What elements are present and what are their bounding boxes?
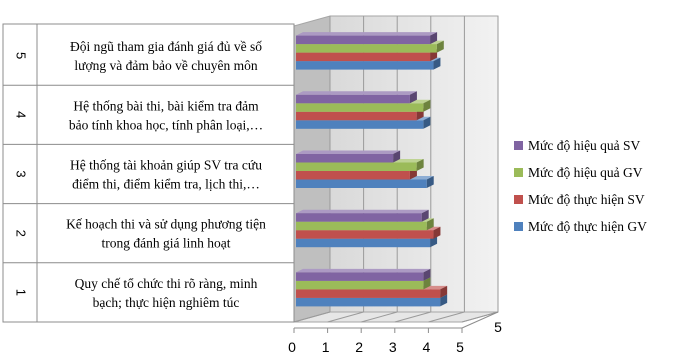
bar-end	[430, 32, 438, 45]
category-index: 2	[14, 230, 29, 237]
category-index: 1	[14, 289, 29, 296]
bar-face	[296, 61, 434, 70]
bar-face	[296, 103, 424, 112]
category-label: Hệ thống bài thi, bài kiểm tra đảm	[73, 98, 259, 113]
legend: Mức độ hiệu quả SV Mức độ hiệu quả GV Mức …	[514, 138, 647, 234]
bar-face	[296, 179, 427, 188]
x-tick-label: 1	[322, 339, 330, 355]
x-tick-label: 4	[423, 339, 431, 355]
category-label: trong đánh giá linh hoạt	[102, 236, 231, 251]
bar-face	[296, 238, 431, 248]
bar-face	[296, 171, 410, 180]
bar-end	[423, 277, 431, 290]
bar-face	[296, 111, 417, 121]
x-tick-label: 5	[494, 319, 502, 335]
gridline-floor	[327, 311, 364, 323]
legend-swatch	[514, 168, 523, 177]
bar-face	[296, 162, 417, 171]
bar-face	[296, 280, 424, 290]
legend-swatch	[514, 222, 523, 231]
bar-end	[426, 218, 434, 231]
category-index: 4	[14, 111, 29, 118]
gridline-floor	[361, 311, 398, 323]
bar-face	[296, 213, 422, 222]
bar-face	[296, 297, 441, 307]
gridline-floor	[428, 311, 465, 323]
bar-end	[423, 99, 431, 112]
bar-top	[296, 32, 438, 36]
legend-label: Mức độ hiệu quả SV	[528, 138, 641, 153]
bar-top	[296, 150, 401, 154]
bar-end	[436, 40, 444, 53]
bars	[296, 32, 448, 307]
bar	[296, 150, 401, 163]
bar-end	[409, 91, 417, 104]
legend-swatch	[514, 195, 523, 204]
legend-label: Mức độ hiệu quả GV	[528, 165, 643, 180]
category-label: bạch; thực hiện nghiêm túc	[93, 295, 240, 310]
bar-end	[433, 226, 441, 239]
x-tick-labels: 0 1 2 3 4 5 5	[288, 319, 502, 355]
bar-end	[440, 294, 448, 307]
bar-end	[393, 150, 401, 163]
category-label: Đội ngũ tham gia đánh giá đủ về số	[70, 39, 262, 54]
x-tick-label: 2	[355, 339, 363, 355]
category-index: 3	[14, 170, 29, 177]
bar-end	[416, 159, 424, 171]
bar-face	[296, 120, 424, 129]
x-tick-label: 3	[389, 339, 397, 355]
bar-end	[440, 285, 448, 298]
gridline-floor	[293, 311, 331, 323]
x-tick-label: 0	[288, 339, 296, 355]
bar	[296, 91, 417, 104]
bar	[296, 268, 431, 281]
legend-swatch	[514, 141, 523, 150]
category-label: Hệ thống tài khoản giúp SV tra cứu	[70, 158, 262, 173]
bar-face	[296, 289, 441, 298]
bar	[296, 209, 429, 222]
bar-end	[423, 268, 431, 281]
legend-label: Mức độ thực hiện SV	[528, 192, 645, 207]
bar	[296, 32, 438, 45]
category-label: điểm thi, điểm kiểm tra, lịch thi,…	[72, 177, 260, 192]
gridline-floor	[461, 311, 499, 323]
bar-face	[296, 272, 424, 281]
bar-end	[433, 57, 441, 70]
bar-face	[296, 52, 431, 62]
bar-face	[296, 35, 431, 45]
category-labels: 1 Quy chế tổ chức thi rõ ràng, minh bạch; …	[14, 39, 267, 310]
bar-face	[296, 230, 434, 239]
bar-end	[423, 116, 431, 129]
bar-face	[296, 154, 394, 163]
gridline-floor	[394, 311, 431, 323]
x-tick-label: 5	[456, 339, 464, 355]
bar-face	[296, 44, 437, 53]
bar-end	[426, 176, 434, 188]
category-label: bảo tính khoa học, tính phân loại,…	[69, 117, 263, 132]
axes	[2, 23, 499, 333]
category-label: Quy chế tổ chức thi rõ ràng, minh	[75, 276, 258, 291]
bar-face	[296, 221, 427, 231]
category-label: Kế hoạch thi và sử dụng phương tiện	[66, 217, 266, 232]
bar-top	[296, 268, 431, 273]
category-index: 5	[14, 52, 29, 59]
bar-top	[296, 209, 429, 214]
bar-end	[421, 209, 429, 222]
legend-label: Mức độ thực hiện GV	[528, 219, 647, 234]
bar-top	[296, 91, 417, 95]
x-axis-depth-edge	[461, 311, 499, 329]
bar-face	[296, 94, 410, 104]
category-axis-frame	[2, 23, 295, 323]
category-label: lượng và đảm bảo về chuyên môn	[74, 58, 257, 73]
